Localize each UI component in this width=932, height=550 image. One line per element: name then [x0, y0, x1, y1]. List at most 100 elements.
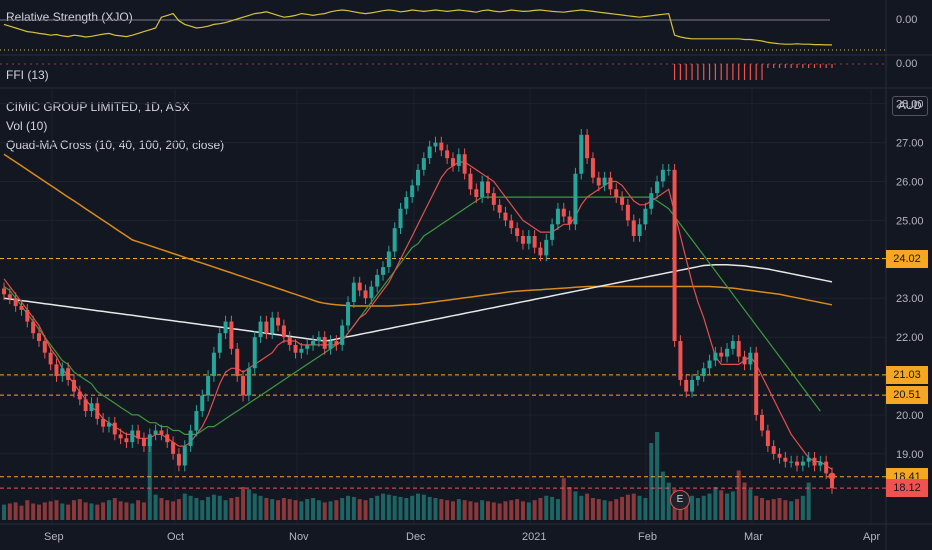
candle-body [503, 212, 508, 221]
volume-bar [130, 503, 135, 520]
candle-body [666, 169, 671, 171]
candle-body [538, 247, 543, 256]
volume-bar [381, 493, 386, 520]
volume-bar [637, 495, 642, 520]
x-tick-label: Feb [638, 531, 657, 543]
volume-bar [19, 505, 24, 520]
volume-bar [497, 503, 502, 520]
candle-body [695, 376, 700, 380]
candle-body [550, 224, 555, 240]
candle-body [614, 189, 619, 198]
candle-body [340, 325, 345, 345]
candle-body [334, 341, 339, 345]
candle-body [375, 274, 380, 287]
candle-body [800, 461, 805, 466]
volume-bar [211, 494, 216, 520]
earnings-marker[interactable]: E [670, 490, 690, 510]
volume-bar [765, 500, 770, 520]
vol-legend[interactable]: Vol (10) [6, 119, 48, 133]
candle-body [124, 438, 129, 443]
volume-bar [515, 499, 520, 520]
candle-body [229, 321, 234, 349]
candle-body [480, 181, 485, 198]
candle-body [783, 457, 788, 462]
volume-bar [357, 499, 362, 520]
volume-bar [54, 500, 59, 520]
candle-body [410, 185, 415, 198]
candle-body [532, 235, 537, 248]
candle-body [369, 286, 374, 299]
candle-body [427, 146, 432, 159]
candle-body [281, 325, 286, 338]
candle-body [176, 453, 181, 466]
candle-body [567, 216, 572, 225]
volume-bar [427, 496, 432, 520]
volume-bar [806, 482, 811, 520]
x-tick-label: Apr [863, 531, 880, 543]
price-tag-18-12: 18.12 [886, 479, 928, 498]
candle-body [830, 473, 834, 489]
volume-bar [363, 500, 368, 520]
volume-bar [77, 499, 82, 520]
currency-badge[interactable]: AUD [892, 96, 928, 116]
candle-body [200, 395, 205, 412]
volume-bar [567, 487, 572, 520]
volume-bar [351, 496, 356, 520]
volume-bar [620, 496, 625, 520]
ma-legend[interactable]: Quad-MA Cross (10, 40, 100, 200, close) [6, 138, 225, 152]
volume-bar [590, 498, 595, 520]
candle-body [118, 434, 123, 439]
candle-body [101, 418, 106, 427]
volume-bar [474, 502, 479, 520]
volume-bar [643, 498, 648, 520]
candle-body [316, 337, 321, 342]
ma200-line [3, 153, 833, 307]
volume-bar [112, 498, 117, 520]
candle-body [637, 224, 642, 236]
candle-body [719, 352, 724, 357]
candle-body [590, 158, 595, 178]
candle-body [445, 150, 450, 159]
candle-body [77, 391, 82, 400]
candle-body [386, 251, 391, 268]
candle-body [287, 337, 292, 345]
volume-bar [445, 500, 450, 520]
volume-bar [229, 498, 234, 520]
candle-body [491, 193, 496, 205]
volume-bar [561, 478, 566, 520]
candle-body [462, 154, 467, 174]
candle-body [736, 341, 741, 357]
volume-bar [719, 490, 724, 520]
candle-body [765, 430, 770, 447]
candle-body [217, 333, 222, 353]
candle-body [299, 348, 304, 353]
volume-bar [246, 489, 251, 520]
candle-body [206, 376, 211, 396]
ffi-axis-label: 0.00 [896, 58, 918, 70]
volume-bar [789, 501, 794, 520]
candle-body [795, 461, 800, 466]
volume-bar [555, 499, 560, 520]
y-tick-label: 25.00 [896, 215, 924, 227]
volume-bar [7, 503, 12, 520]
volume-bar [462, 500, 467, 520]
candle-body [211, 352, 216, 377]
candle-body [725, 348, 730, 357]
candle-body [60, 368, 65, 377]
volume-bar [217, 495, 222, 520]
price-tag-20-51: 20.51 [886, 386, 928, 405]
volume-bar [141, 502, 146, 520]
volume-bar [223, 500, 228, 520]
candle-body [246, 368, 251, 396]
candle-body [25, 309, 30, 322]
volume-bar [165, 500, 170, 520]
candle-body [649, 193, 654, 209]
volume-bar [2, 504, 6, 520]
candle-body [346, 302, 351, 326]
volume-bar [241, 487, 246, 520]
candle-body [42, 341, 47, 353]
volume-bar [608, 501, 613, 520]
volume-bar [71, 500, 76, 520]
volume-bar [153, 494, 158, 520]
